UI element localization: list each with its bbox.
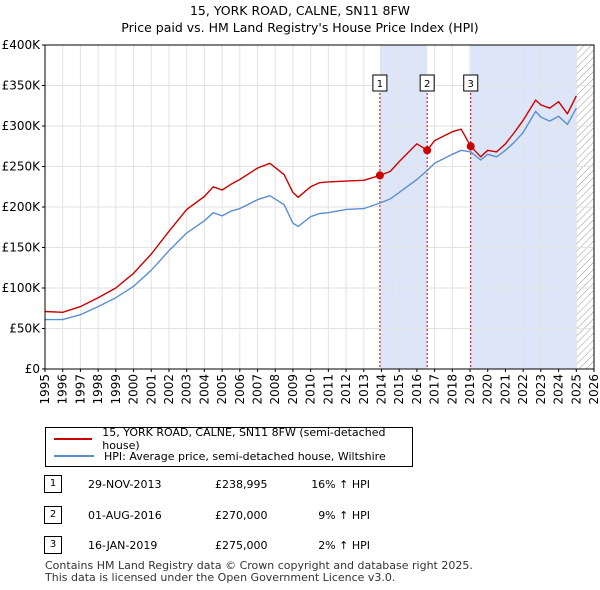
property-price-line: [44, 95, 577, 313]
y-tick-label: £150K: [2, 241, 42, 255]
x-tick-label: 2004: [197, 374, 211, 405]
x-tick-label: 2001: [144, 374, 158, 405]
legend-item-property: 15, YORK ROAD, CALNE, SN11 8FW (semi-det…: [54, 426, 412, 452]
x-tick-label: 2014: [374, 374, 388, 405]
y-tick-label: £350K: [2, 79, 42, 93]
x-tick-label: 2002: [162, 374, 176, 405]
x-tick-label: 1995: [38, 374, 52, 405]
x-tick-label: 2009: [286, 374, 300, 405]
sale-hpi-change: 16% ↑ HPI: [311, 478, 370, 491]
footer: Contains HM Land Registry data © Crown c…: [45, 560, 473, 584]
sale-price: £270,000: [215, 509, 268, 522]
sale-date: 29-NOV-2013: [88, 478, 162, 491]
x-tick-label: 2024: [552, 374, 566, 405]
sale-point: [466, 142, 475, 151]
x-tick-label: 2015: [392, 374, 406, 405]
price-chart: 1 2 3 £0 £50K £100K £150K £200K £250K £300K £350K…: [2, 38, 600, 405]
sale-marker-label: 1: [377, 79, 383, 90]
y-tick-label: £50K: [9, 322, 41, 336]
x-tick-label: 2019: [463, 374, 477, 405]
y-tick-label: £400K: [2, 38, 42, 52]
legend-swatch-property: [54, 438, 93, 440]
sale-price: £238,995: [215, 478, 268, 491]
x-tick-label: 2005: [215, 374, 229, 405]
y-tick-label: £0: [25, 362, 40, 376]
chart-title: 15, YORK ROAD, CALNE, SN11 8FW: [189, 3, 411, 18]
x-tick-label: 2017: [428, 374, 442, 405]
y-tick-label: £200K: [2, 200, 42, 214]
hpi-line: [45, 107, 577, 321]
x-tick-label: 2018: [445, 374, 459, 405]
sale-marker-box: [372, 74, 388, 92]
x-tick-label: 2000: [127, 374, 141, 405]
y-tick-label: £300K: [2, 119, 42, 133]
footer-licence: This data is licensed under the Open Gov…: [45, 571, 396, 584]
x-tick-label: 2007: [251, 374, 265, 405]
chart-subtitle: Price paid vs. HM Land Registry's House …: [121, 20, 479, 35]
x-tick-label: 2010: [304, 374, 318, 405]
sale-hpi-change: 2% ↑ HPI: [318, 539, 370, 552]
legend-swatch-hpi: [54, 455, 94, 457]
y-tick-label: £250K: [2, 160, 42, 174]
y-tick-label: £100K: [2, 281, 42, 295]
sale-date: 01-AUG-2016: [88, 509, 162, 522]
legend-label-property: 15, YORK ROAD, CALNE, SN11 8FW (semi-det…: [102, 426, 386, 452]
footer-copyright: Contains HM Land Registry data © Crown c…: [45, 559, 473, 572]
x-tick-label: 2025: [569, 374, 583, 405]
sale-row: 3 16-JAN-2019 £275,000 2% ↑ HPI: [0, 536, 600, 556]
sale-row: 2 01-AUG-2016 £270,000 9% ↑ HPI: [0, 506, 600, 526]
x-tick-label: 2020: [481, 374, 495, 405]
legend: 15, YORK ROAD, CALNE, SN11 8FW (semi-det…: [45, 426, 413, 467]
sale-marker-label: 3: [468, 79, 474, 90]
x-tick-label: 2023: [534, 374, 548, 405]
x-tick-label: 2008: [268, 374, 282, 405]
x-tick-label: 2026: [587, 374, 600, 405]
x-tick-label: 1999: [109, 374, 123, 405]
x-tick-label: 2006: [233, 374, 247, 405]
x-tick-label: 2022: [516, 374, 530, 405]
x-tick-label: 2011: [321, 374, 335, 405]
x-tick-label: 1997: [73, 374, 87, 405]
sale-number-badge: 3: [44, 536, 62, 554]
sale-price: £275,000: [215, 539, 268, 552]
sale-number-badge: 2: [44, 506, 62, 524]
sale-hpi-change: 9% ↑ HPI: [318, 509, 370, 522]
x-tick-label: 2012: [339, 374, 353, 405]
legend-item-hpi: HPI: Average price, semi-detached house,…: [54, 448, 386, 464]
x-tick-label: 2016: [410, 374, 424, 405]
x-tick-label: 1996: [56, 374, 70, 405]
x-tick-label: 2003: [180, 374, 194, 405]
x-tick-label: 1998: [91, 374, 105, 405]
sale-date: 16-JAN-2019: [88, 539, 158, 552]
legend-label-hpi: HPI: Average price, semi-detached house,…: [104, 449, 386, 463]
sale-marker-box: [419, 74, 435, 92]
x-tick-label: 2021: [498, 374, 512, 405]
sale-row: 1 29-NOV-2013 £238,995 16% ↑ HPI: [0, 475, 600, 495]
sale-point: [375, 171, 384, 180]
sale-marker-label: 2: [424, 79, 430, 90]
sale-number-badge: 1: [44, 475, 62, 493]
x-tick-label: 2013: [357, 374, 371, 405]
sale-point: [423, 146, 432, 155]
sale-marker-box: [463, 74, 479, 92]
